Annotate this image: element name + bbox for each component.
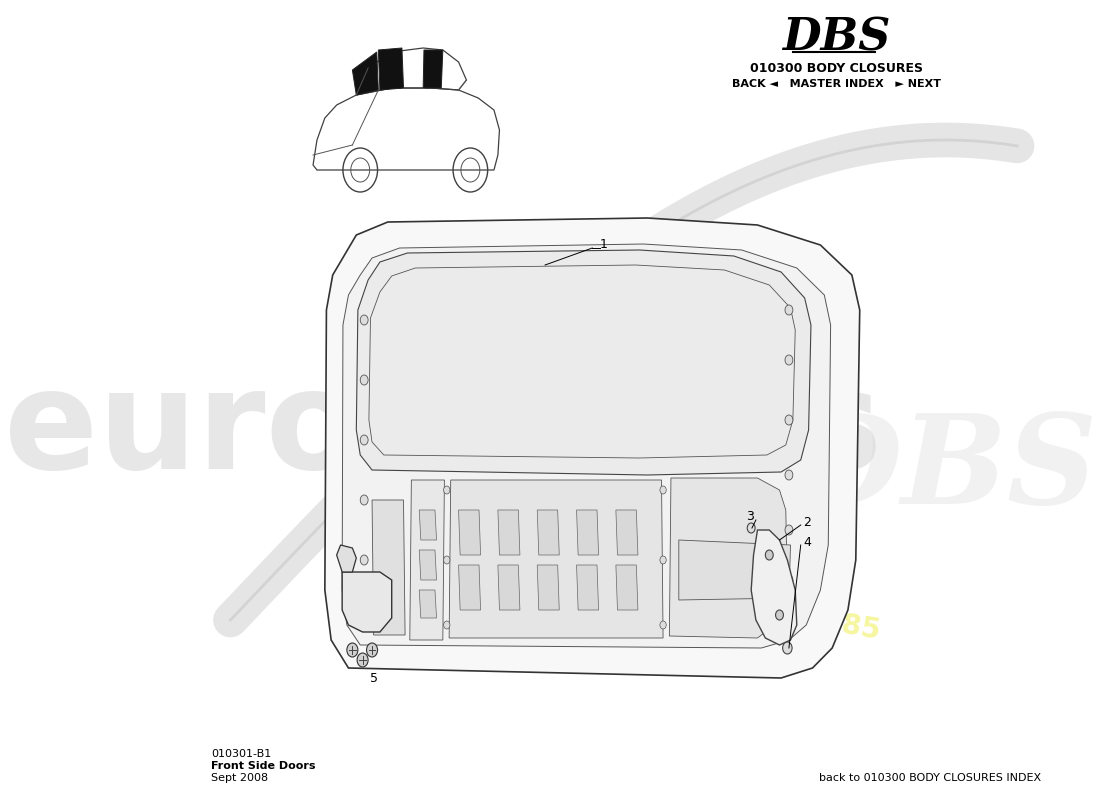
Polygon shape — [576, 565, 598, 610]
Circle shape — [785, 575, 793, 585]
Circle shape — [346, 643, 358, 657]
Text: a passion for parts since 1985: a passion for parts since 1985 — [412, 535, 882, 645]
Polygon shape — [419, 590, 437, 618]
Circle shape — [443, 556, 450, 564]
Circle shape — [785, 305, 793, 315]
Polygon shape — [459, 565, 481, 610]
Circle shape — [358, 653, 368, 667]
Polygon shape — [352, 52, 378, 95]
Circle shape — [785, 525, 793, 535]
Circle shape — [360, 555, 368, 565]
Polygon shape — [751, 530, 796, 645]
Circle shape — [360, 495, 368, 505]
Polygon shape — [537, 510, 559, 555]
Circle shape — [366, 643, 377, 657]
Polygon shape — [670, 478, 788, 638]
Polygon shape — [419, 510, 437, 540]
Polygon shape — [410, 480, 444, 640]
Text: Sept 2008: Sept 2008 — [211, 773, 268, 783]
Text: Front Side Doors: Front Side Doors — [211, 761, 316, 771]
Polygon shape — [342, 244, 830, 648]
Circle shape — [443, 621, 450, 629]
Text: 2: 2 — [803, 517, 811, 530]
Polygon shape — [372, 500, 405, 635]
Text: 010301-B1: 010301-B1 — [211, 749, 271, 759]
Circle shape — [785, 415, 793, 425]
Circle shape — [360, 375, 368, 385]
Circle shape — [766, 550, 773, 560]
Polygon shape — [537, 565, 559, 610]
Polygon shape — [356, 250, 811, 475]
Circle shape — [660, 486, 667, 494]
Polygon shape — [324, 218, 860, 678]
Circle shape — [785, 615, 793, 625]
Polygon shape — [419, 550, 437, 580]
Text: 5: 5 — [370, 671, 377, 685]
Text: 4: 4 — [803, 537, 811, 550]
Text: 1: 1 — [601, 238, 608, 251]
Circle shape — [785, 470, 793, 480]
Circle shape — [360, 315, 368, 325]
Polygon shape — [679, 540, 791, 600]
Polygon shape — [576, 510, 598, 555]
Circle shape — [443, 486, 450, 494]
Text: 010300 BODY CLOSURES: 010300 BODY CLOSURES — [749, 62, 923, 74]
Text: 3: 3 — [746, 510, 754, 523]
Circle shape — [660, 621, 667, 629]
Polygon shape — [498, 565, 520, 610]
Text: DBS: DBS — [794, 410, 1099, 530]
Circle shape — [776, 610, 783, 620]
Polygon shape — [378, 48, 404, 90]
Polygon shape — [459, 510, 481, 555]
Polygon shape — [424, 50, 443, 88]
Polygon shape — [342, 572, 392, 632]
Polygon shape — [616, 510, 638, 555]
Circle shape — [360, 435, 368, 445]
Polygon shape — [337, 545, 356, 572]
Polygon shape — [449, 480, 663, 638]
Circle shape — [785, 355, 793, 365]
Text: back to 010300 BODY CLOSURES INDEX: back to 010300 BODY CLOSURES INDEX — [818, 773, 1041, 783]
Circle shape — [782, 642, 792, 654]
Text: eurospares: eurospares — [3, 362, 882, 498]
Polygon shape — [498, 510, 520, 555]
Text: BACK ◄   MASTER INDEX   ► NEXT: BACK ◄ MASTER INDEX ► NEXT — [732, 79, 940, 89]
Text: DBS: DBS — [782, 17, 890, 59]
Circle shape — [747, 523, 755, 533]
Polygon shape — [616, 565, 638, 610]
Circle shape — [660, 556, 667, 564]
